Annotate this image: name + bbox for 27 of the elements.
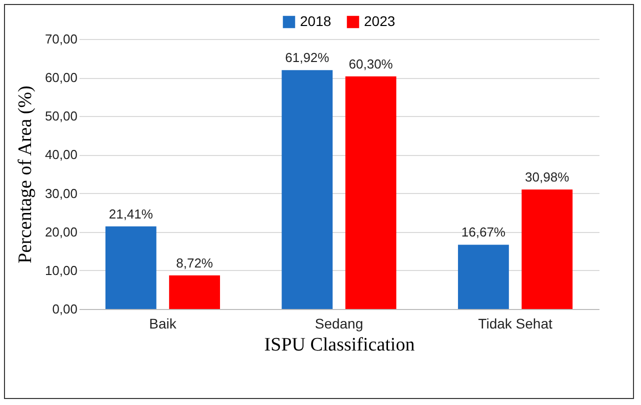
y-tick-label: 40,00 [44, 147, 78, 162]
legend-label: 2018 [300, 13, 332, 29]
x-tick-label: Tidak Sehat [478, 316, 552, 332]
bar [345, 76, 396, 309]
data-label: 21,41% [108, 206, 154, 222]
y-tick-label: 60,00 [44, 70, 78, 86]
bar [458, 244, 509, 309]
y-tick-label: 10,00 [44, 262, 78, 278]
data-label: 60,30% [348, 56, 394, 72]
y-tick-label: 0,00 [52, 302, 78, 316]
y-axis-title: Percentage of Area (%) [14, 86, 36, 264]
y-tick-label: 20,00 [44, 224, 78, 240]
bar [105, 226, 156, 309]
x-tick-label: Sedang [314, 316, 364, 332]
bar [522, 190, 573, 309]
y-tick-label: 50,00 [44, 108, 78, 124]
bar [169, 275, 220, 309]
data-label: 16,67% [461, 224, 506, 240]
y-tick-label: 30,00 [44, 186, 78, 201]
y-tick-label: 70,00 [44, 32, 78, 46]
data-label: 61,92% [285, 50, 330, 66]
data-label: 8,72% [176, 255, 214, 270]
legend-label: 2023 [364, 13, 396, 29]
x-tick-label: Baik [149, 316, 178, 332]
data-label: 30,98% [525, 170, 570, 185]
bar [282, 70, 333, 309]
x-axis-title: ISPU Classification [264, 334, 416, 356]
